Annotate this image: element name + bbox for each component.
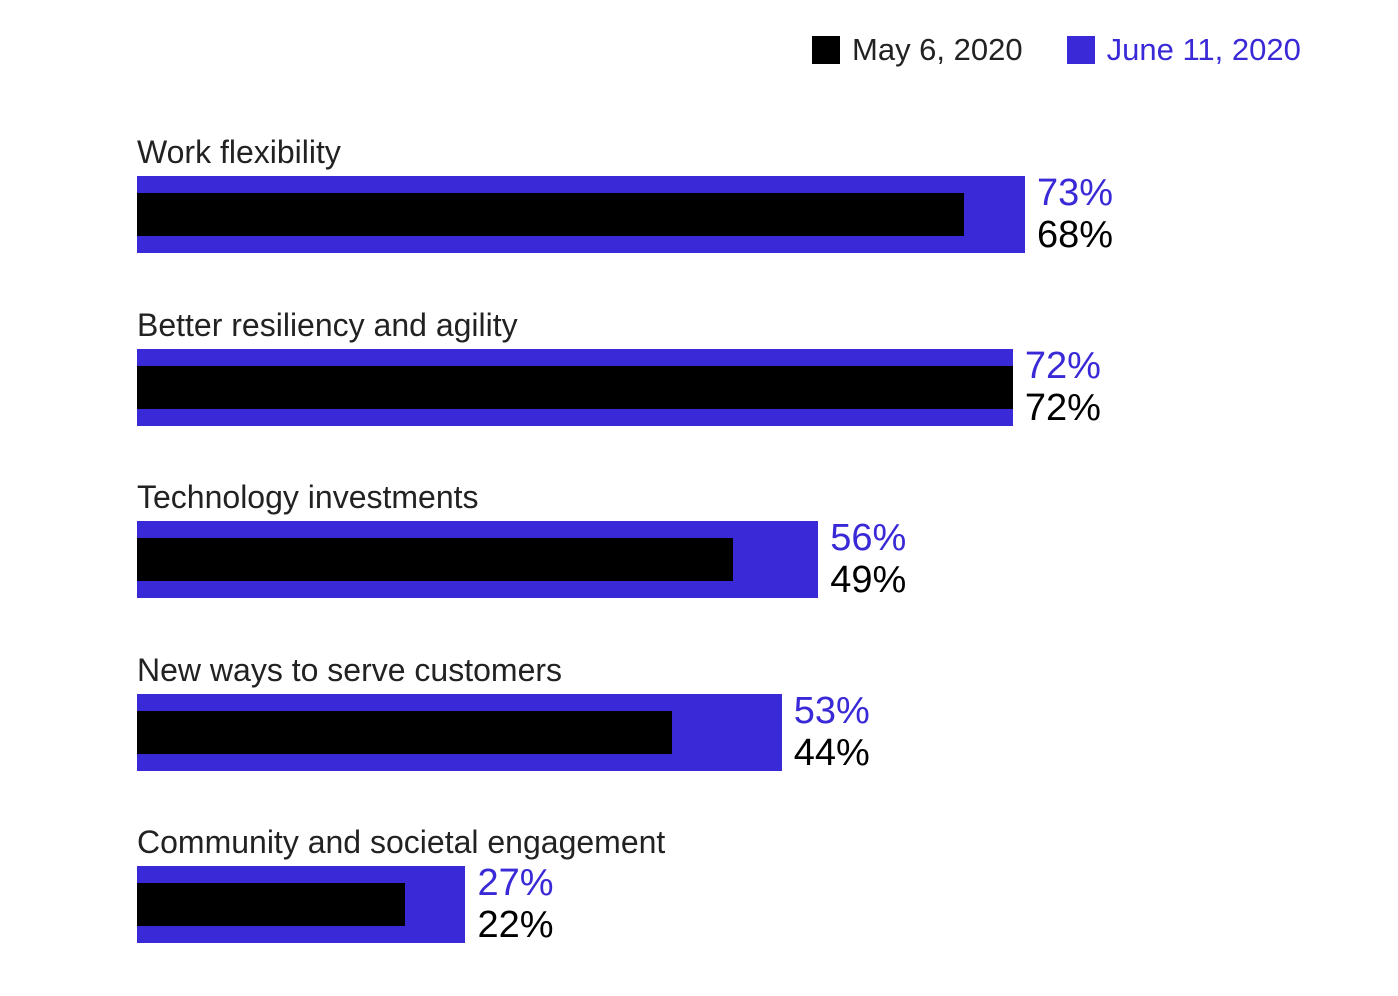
legend-swatch-june xyxy=(1066,36,1095,64)
legend-swatch-may xyxy=(812,36,840,64)
value-label-june: 27% xyxy=(477,862,554,904)
value-label-may: 68% xyxy=(1037,214,1114,256)
value-label-may: 72% xyxy=(1024,386,1101,429)
value-label-june: 56% xyxy=(830,517,907,559)
category-label: Technology investments xyxy=(137,479,479,515)
value-label-june: 72% xyxy=(1024,344,1101,387)
category-label: Work flexibility xyxy=(137,134,341,170)
value-label-may: 22% xyxy=(477,904,554,946)
legend: May 6, 2020 June 11, 2020 xyxy=(812,32,1301,68)
bar-may xyxy=(137,193,965,236)
legend-label-may: May 6, 2020 xyxy=(852,32,1023,67)
category-label: Better resiliency and agility xyxy=(137,306,518,343)
bar-may xyxy=(137,365,1013,409)
bar-may xyxy=(137,710,673,754)
category-label: Community and societal engagement xyxy=(137,824,666,860)
legend-label-june: June 11, 2020 xyxy=(1106,32,1301,67)
legend-item-may: May 6, 2020 xyxy=(812,32,1023,68)
category-label: New ways to serve customers xyxy=(137,651,563,688)
bar-may xyxy=(137,883,405,926)
bar-may xyxy=(137,538,734,581)
value-label-may: 44% xyxy=(793,731,870,774)
value-label-june: 73% xyxy=(1037,172,1114,214)
legend-item-june: June 11, 2020 xyxy=(1066,32,1301,68)
value-label-june: 53% xyxy=(793,689,870,732)
value-label-may: 49% xyxy=(830,559,907,601)
